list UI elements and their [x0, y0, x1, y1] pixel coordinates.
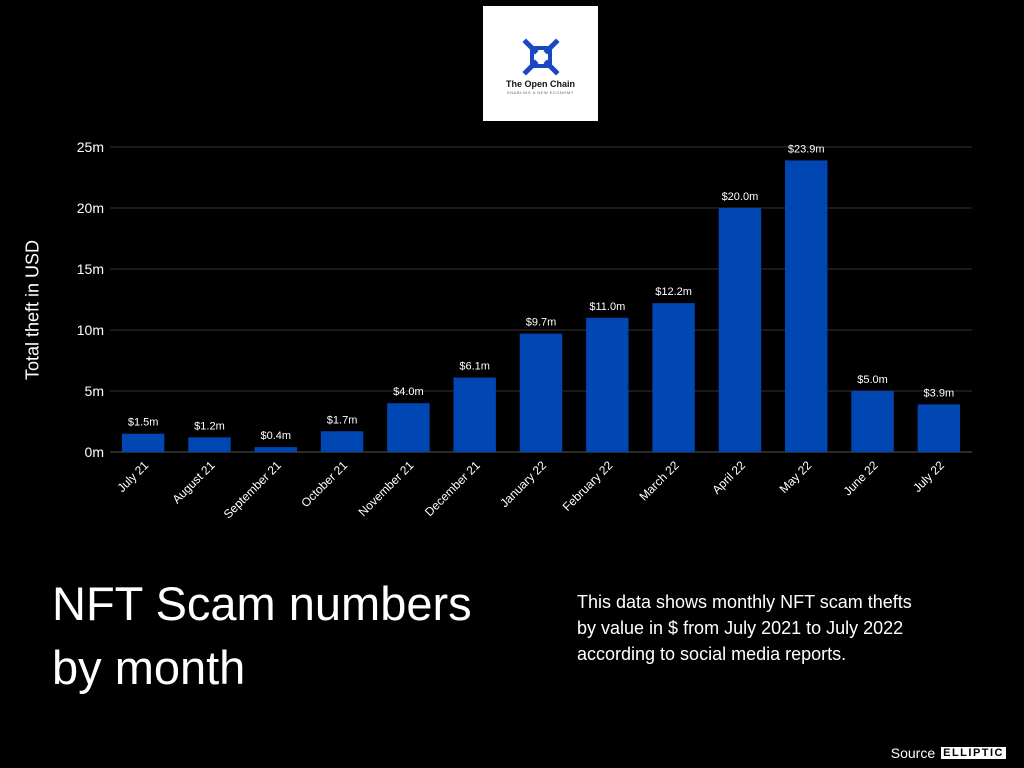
x-tick-label: September 21 [221, 458, 284, 521]
bars [121, 160, 961, 453]
bar [387, 403, 430, 452]
source-label: Source [890, 745, 936, 761]
bar [851, 391, 894, 452]
y-tick-label: 0m [85, 444, 104, 460]
bar [453, 377, 496, 452]
y-axis-title: Total theft in USD [22, 239, 43, 381]
bar [586, 317, 629, 452]
bar [121, 433, 165, 452]
y-tick-label: 20m [77, 200, 104, 216]
data-label: $5.0m [857, 374, 888, 386]
bar [718, 208, 762, 452]
data-label: $4.0m [393, 386, 424, 398]
bar [917, 404, 961, 452]
data-label: $20.0m [722, 191, 759, 203]
data-label: $9.7m [526, 317, 557, 329]
x-tick-label: November 21 [356, 458, 417, 519]
x-tick-label: October 21 [298, 458, 350, 510]
data-label: $11.0m [589, 301, 625, 313]
x-tick-label: July 21 [114, 458, 151, 495]
logo-name: The Open Chain [505, 79, 575, 89]
chain-logo-icon [522, 38, 560, 76]
bar-chart: $1.5m $1.2m $0.4m $1.7m $4.0m $6.1m $9.7m $11.0… [77, 139, 972, 521]
x-tick-label: May 22 [777, 458, 815, 496]
y-axis-ticks: 0m 5m 10m 15m 20m 25m [77, 139, 104, 460]
bar [188, 437, 231, 452]
data-label: $3.9m [924, 387, 955, 399]
elliptic-logo: ELLIPTIC [941, 747, 1006, 759]
data-labels: $1.5m $1.2m $0.4m $1.7m $4.0m $6.1m $9.7m $11.0… [128, 143, 954, 442]
data-label: $6.1m [459, 361, 490, 373]
x-tick-label: March 22 [636, 458, 682, 504]
description-text: This data shows monthly NFT scam thefts … [577, 592, 912, 664]
bar [254, 447, 297, 452]
data-label: $0.4m [260, 430, 291, 442]
x-tick-label: January 22 [497, 458, 549, 510]
x-tick-label: December 21 [422, 458, 483, 519]
logo-tagline: ENABLING A NEW ECONOMY [507, 90, 574, 95]
page-headline: NFT Scam numbers by month [52, 577, 472, 694]
x-tick-label: February 22 [560, 458, 616, 514]
grid-lines [110, 146, 972, 453]
x-tick-label: April 22 [709, 458, 748, 497]
y-tick-label: 5m [85, 383, 104, 399]
y-tick-label: 15m [77, 261, 104, 277]
the-open-chain-logo: The Open Chain ENABLING A NEW ECONOMY [483, 6, 598, 121]
bar [519, 333, 563, 452]
data-label: $1.7m [327, 414, 358, 426]
data-label: $1.5m [128, 417, 159, 429]
y-tick-label: 10m [77, 322, 104, 338]
x-tick-label: August 21 [169, 458, 217, 506]
x-tick-label: July 22 [910, 458, 947, 495]
x-axis-ticks: July 21 August 21 September 21 October 21 No… [114, 458, 947, 521]
bar [652, 303, 695, 452]
bar [320, 431, 364, 452]
data-label: $23.9m [788, 143, 825, 155]
bar [785, 160, 828, 453]
x-tick-label: June 22 [841, 458, 881, 498]
data-label: $12.2m [655, 286, 692, 298]
source-credit: Source ELLIPTIC [891, 745, 1006, 761]
data-label: $1.2m [194, 420, 225, 432]
y-tick-label: 25m [77, 139, 104, 155]
